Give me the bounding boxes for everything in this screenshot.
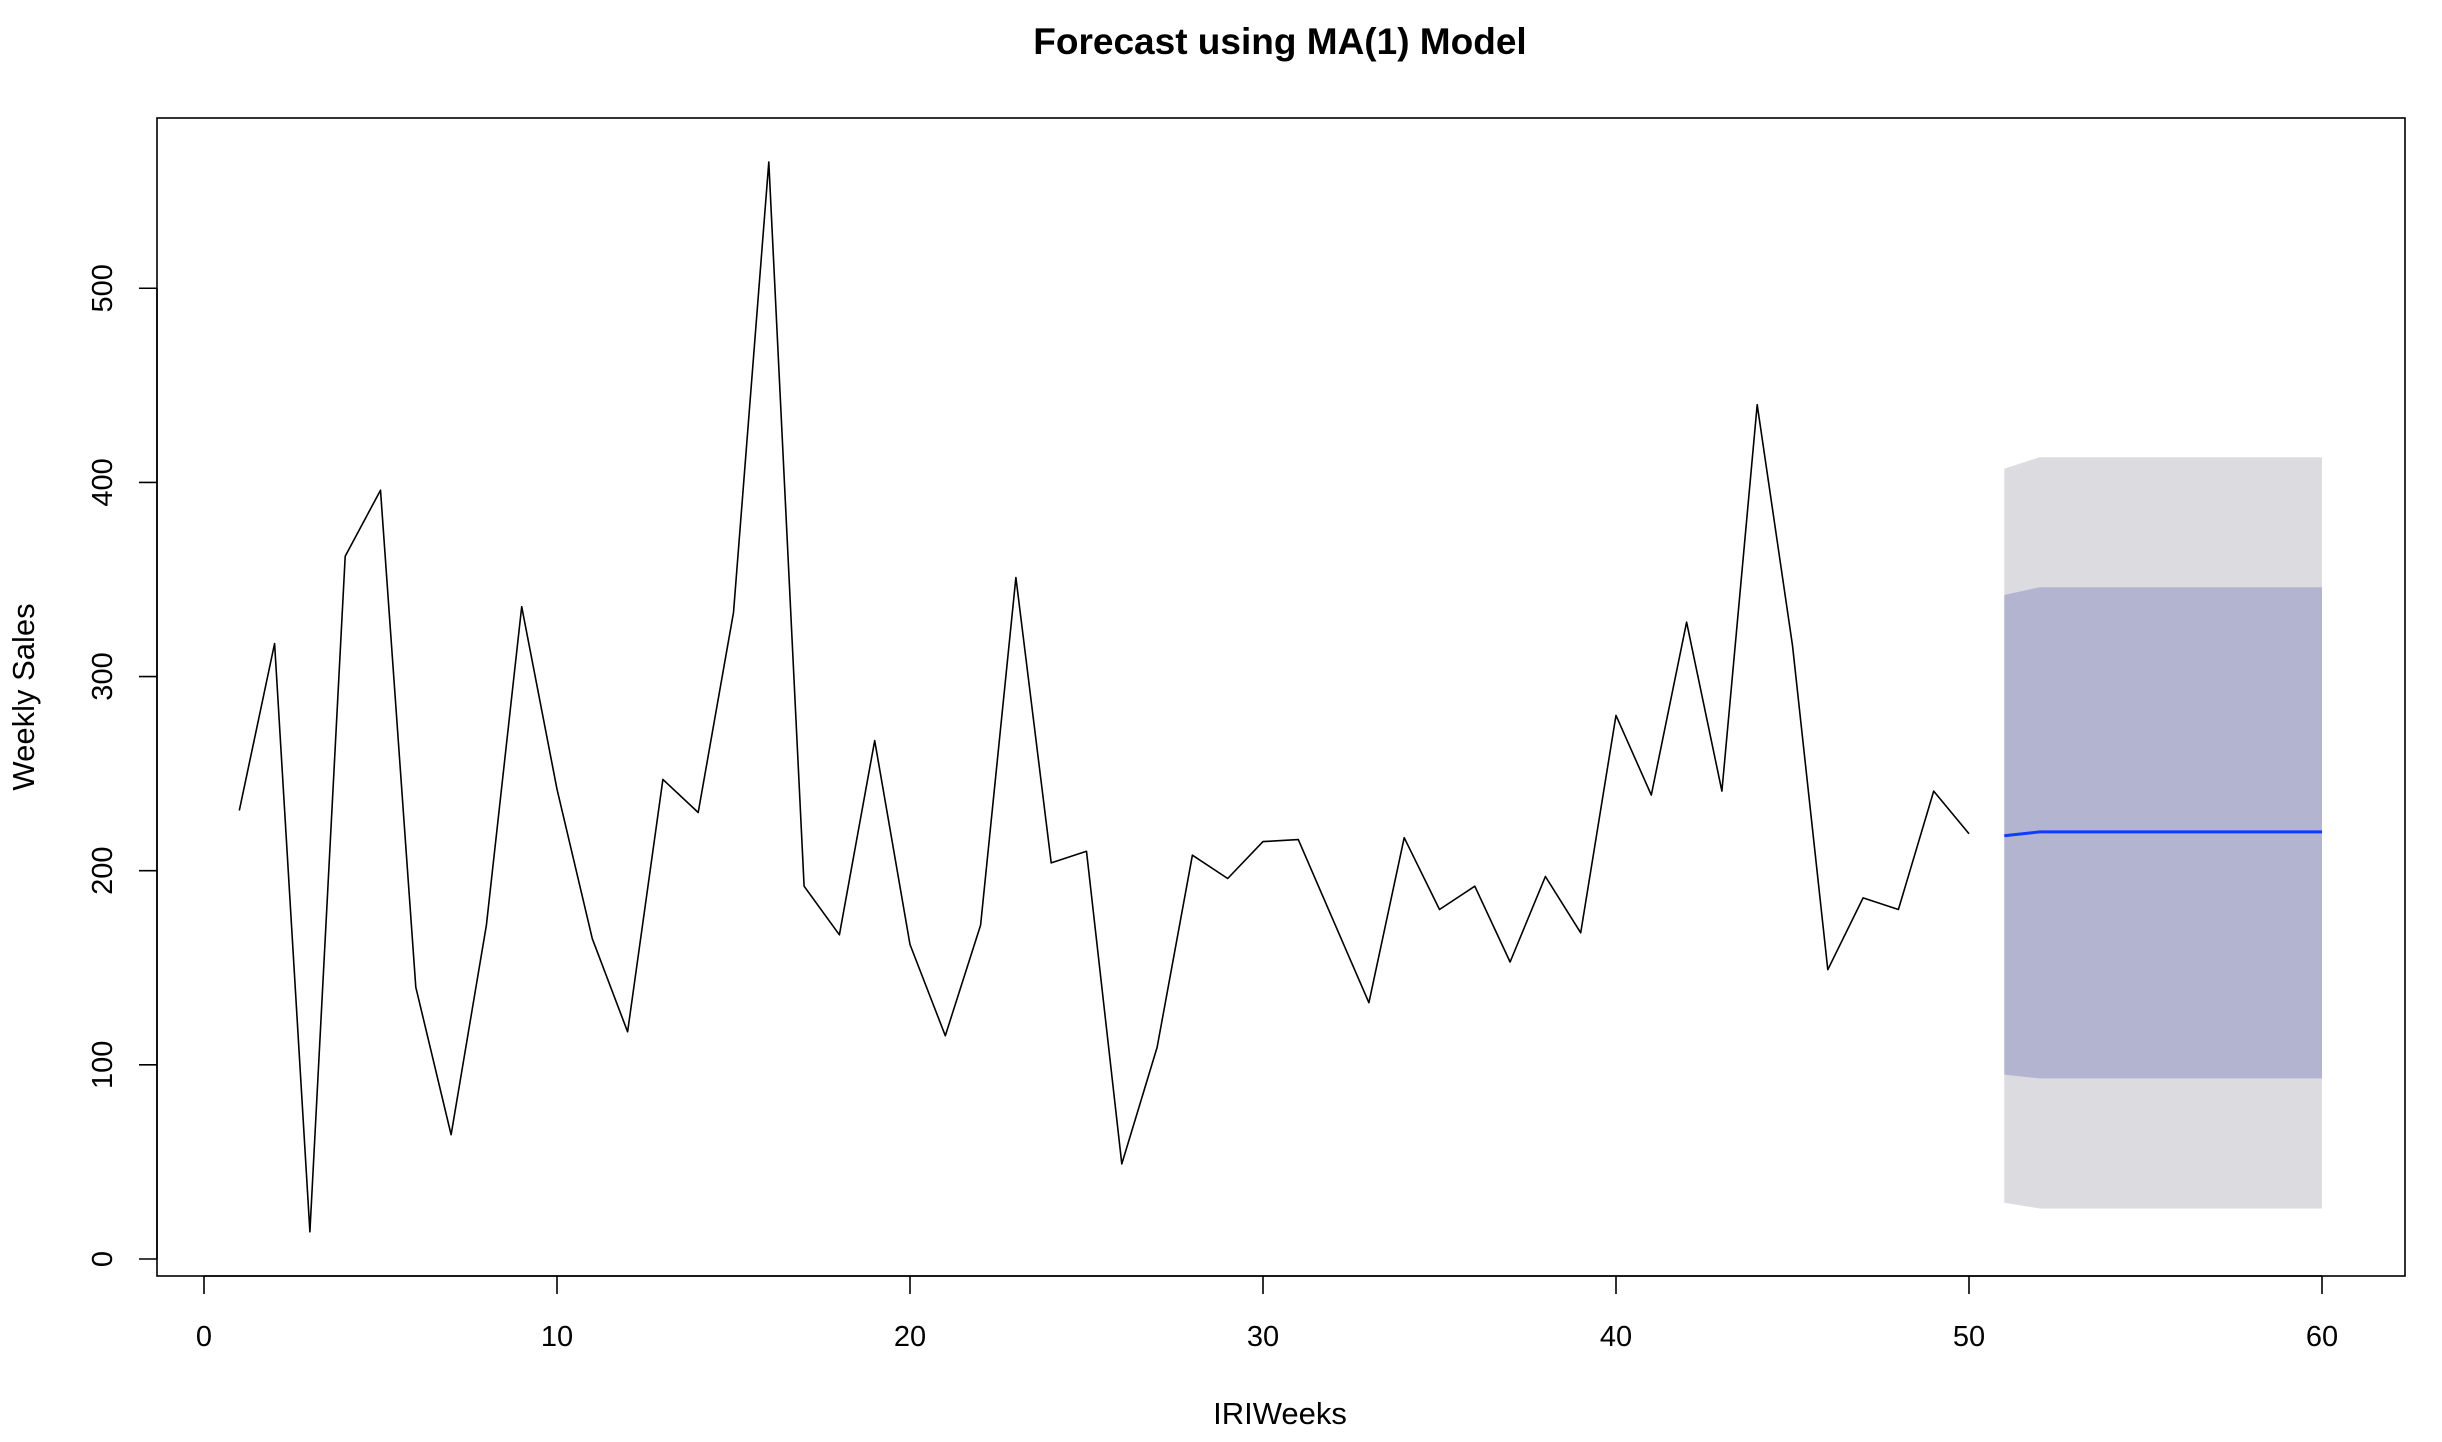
series-line-0 xyxy=(238,161,1970,1233)
x-axis: 0 10 20 30 40 50 60 xyxy=(196,1275,2338,1353)
y-tick-label-300: 300 xyxy=(87,652,119,700)
x-tick-label-50: 50 xyxy=(1953,1321,1985,1353)
y-axis-label: Weekly Sales xyxy=(6,603,41,790)
forecast-mean-line xyxy=(2004,830,2322,838)
y-tick-label-500: 500 xyxy=(87,264,119,312)
chart-title: Forecast using MA(1) Model xyxy=(1033,21,1526,62)
series-layer xyxy=(238,161,2322,1233)
y-tick-label-400: 400 xyxy=(87,458,119,506)
x-tick-label-10: 10 xyxy=(541,1321,573,1353)
y-axis: 0 100 200 300 400 500 xyxy=(87,264,158,1267)
x-tick-label-20: 20 xyxy=(894,1321,926,1353)
x-tick-label-60: 60 xyxy=(2306,1321,2338,1353)
x-tick-label-30: 30 xyxy=(1247,1321,1279,1353)
y-tick-label-200: 200 xyxy=(87,847,119,895)
y-tick-label-0: 0 xyxy=(87,1251,119,1267)
x-tick-label-0: 0 xyxy=(196,1321,212,1353)
y-tick-label-100: 100 xyxy=(87,1041,119,1089)
x-axis-label: IRIWeeks xyxy=(1213,1396,1347,1431)
x-tick-label-40: 40 xyxy=(1600,1321,1632,1353)
